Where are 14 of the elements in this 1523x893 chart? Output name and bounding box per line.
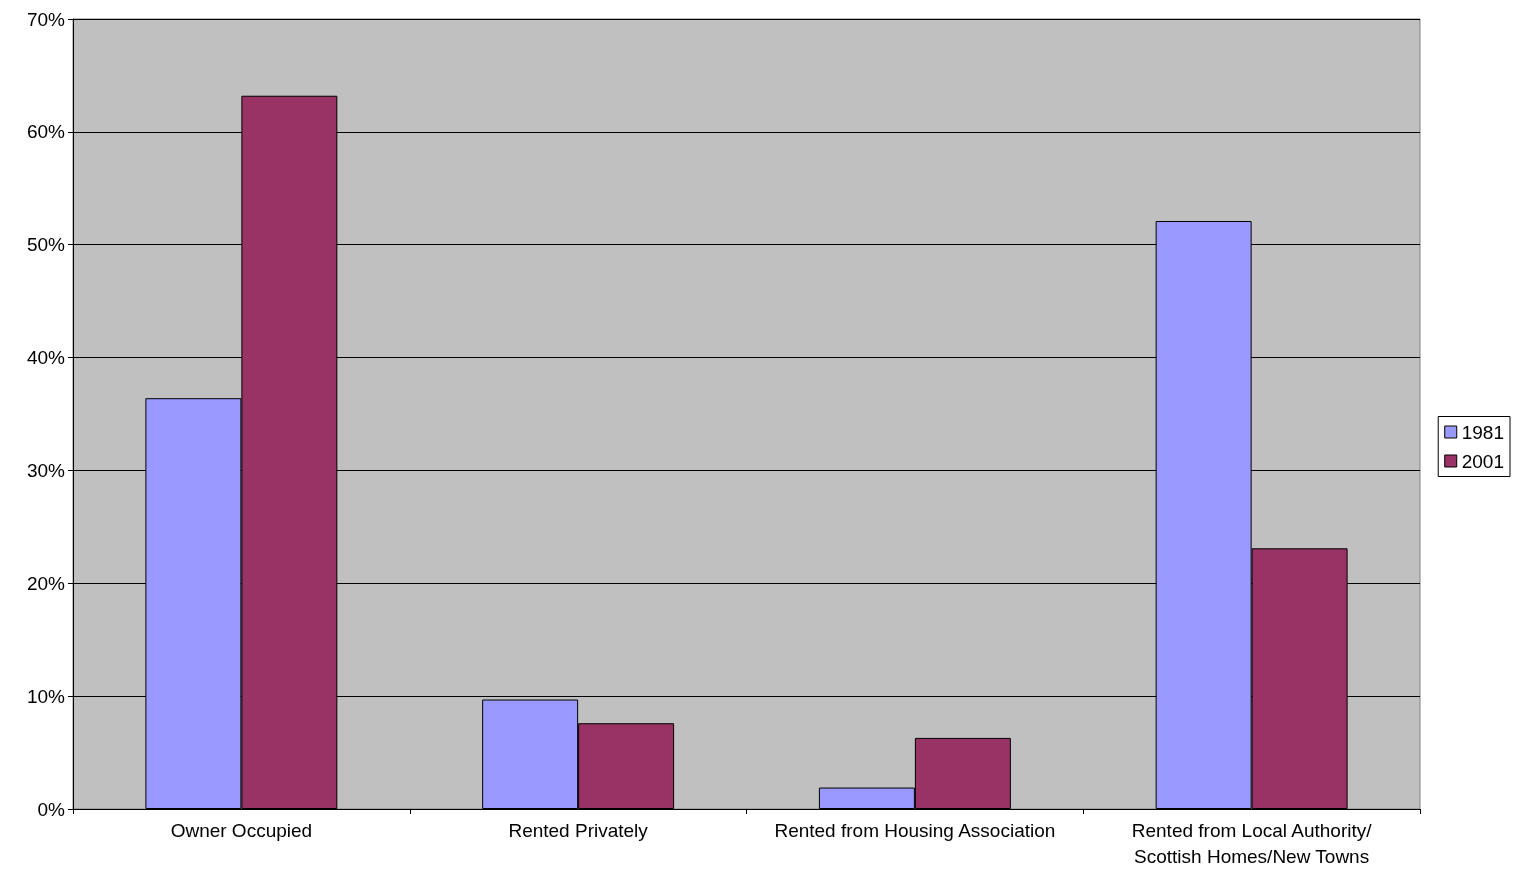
y-tick-label: 20% — [26, 572, 66, 594]
legend-label: 1981 — [1461, 421, 1505, 443]
x-tick-label: Rented Privately — [508, 819, 649, 841]
y-tick-label: 10% — [26, 685, 66, 707]
y-tick-label: 60% — [26, 121, 66, 143]
x-tick-label: Rented from Local Authority/Scottish Homes/New Towns — [1131, 819, 1373, 867]
y-tick-label: 30% — [26, 459, 66, 481]
x-tick-label: Owner Occupied — [170, 819, 313, 841]
legend-label: 2001 — [1461, 450, 1505, 472]
y-tick-label: 0% — [37, 798, 66, 820]
x-tick-label: Rented from Housing Association — [774, 819, 1056, 841]
y-tick-label: 70% — [26, 8, 66, 30]
y-tick-label: 40% — [26, 347, 66, 369]
y-tick-label: 50% — [26, 234, 66, 256]
